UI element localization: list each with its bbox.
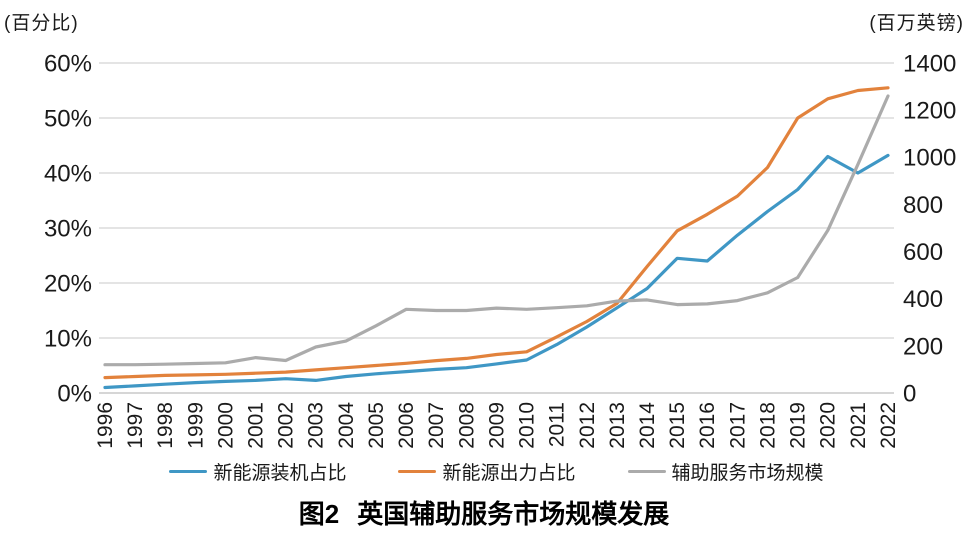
left-tick-label: 30%	[44, 215, 92, 242]
legend-item-ancillary-market-size: 辅助服务市场规模	[627, 458, 824, 485]
year-label: 2002	[275, 402, 298, 449]
legend-label: 新能源出力占比	[442, 463, 576, 484]
year-label: 2004	[335, 402, 358, 449]
left-tick-label: 50%	[44, 105, 92, 132]
year-label: 2015	[666, 402, 689, 449]
year-label: 2000	[214, 402, 237, 449]
legend-swatch-gray-line	[627, 470, 666, 473]
year-label: 2010	[516, 402, 539, 449]
year-label: 2008	[455, 402, 478, 449]
left-tick-label: 0%	[57, 380, 92, 407]
year-label: 2011	[546, 402, 569, 447]
year-label: 2001	[245, 402, 268, 449]
year-label: 2021	[847, 402, 870, 449]
year-label: 2018	[756, 402, 779, 449]
year-label: 2009	[485, 402, 508, 449]
right-tick-label: 200	[903, 333, 943, 360]
legend-swatch-orange-line	[398, 470, 437, 473]
plot-area: 0% 10% 20% 30% 40% 50% 60% 0 200 400 600 800 1000 120…	[44, 50, 956, 449]
right-tick-label: 1200	[903, 98, 956, 125]
year-label: 2006	[395, 402, 418, 449]
chart-title-number: 图2	[298, 499, 340, 529]
right-tick-label: 1000	[903, 145, 956, 172]
year-label: 1997	[124, 402, 147, 449]
year-label: 1999	[184, 402, 207, 449]
year-label: 2014	[636, 402, 659, 449]
left-tick-label: 40%	[44, 160, 92, 187]
year-label: 2022	[877, 402, 900, 449]
series-line-ancillary-market-size	[103, 94, 890, 367]
left-tick-label: 10%	[44, 325, 92, 352]
legend-item-output-share: 新能源出力占比	[398, 458, 576, 485]
series-line-installed-capacity-share	[103, 153, 890, 390]
right-axis-title: (百万英镑)	[869, 13, 964, 34]
chart-title-text: 英国辅助服务市场规模发展	[357, 499, 670, 529]
right-tick-label: 1400	[903, 50, 956, 77]
year-label: 1996	[94, 402, 117, 449]
right-tick-label: 600	[903, 239, 943, 266]
year-label: 2005	[365, 402, 388, 449]
year-label: 2012	[576, 402, 599, 449]
left-tick-label: 60%	[44, 50, 92, 77]
right-tick-label: 0	[903, 380, 916, 407]
left-axis-title: (百分比)	[4, 13, 79, 34]
year-label: 2017	[726, 402, 749, 449]
legend-label: 辅助服务市场规模	[671, 463, 824, 484]
legend-item-installed-capacity-share: 新能源装机占比	[169, 458, 346, 485]
legend: 新能源装机占比 新能源出力占比 辅助服务市场规模	[105, 458, 888, 485]
year-label: 2003	[305, 402, 328, 449]
year-label: 2016	[696, 402, 719, 449]
year-label: 2019	[787, 402, 810, 449]
left-tick-label: 20%	[44, 270, 92, 297]
chart-title: 图2 英国辅助服务市场规模发展	[0, 494, 968, 531]
series-line-output-share	[103, 86, 890, 380]
year-label: 2020	[817, 402, 840, 449]
legend-swatch-blue-line	[169, 470, 208, 473]
year-label: 2007	[425, 402, 448, 449]
legend-label: 新能源装机占比	[213, 463, 347, 484]
year-label: 1998	[154, 402, 177, 449]
year-label: 2013	[606, 402, 629, 449]
right-tick-label: 400	[903, 286, 943, 313]
right-tick-label: 800	[903, 192, 943, 219]
